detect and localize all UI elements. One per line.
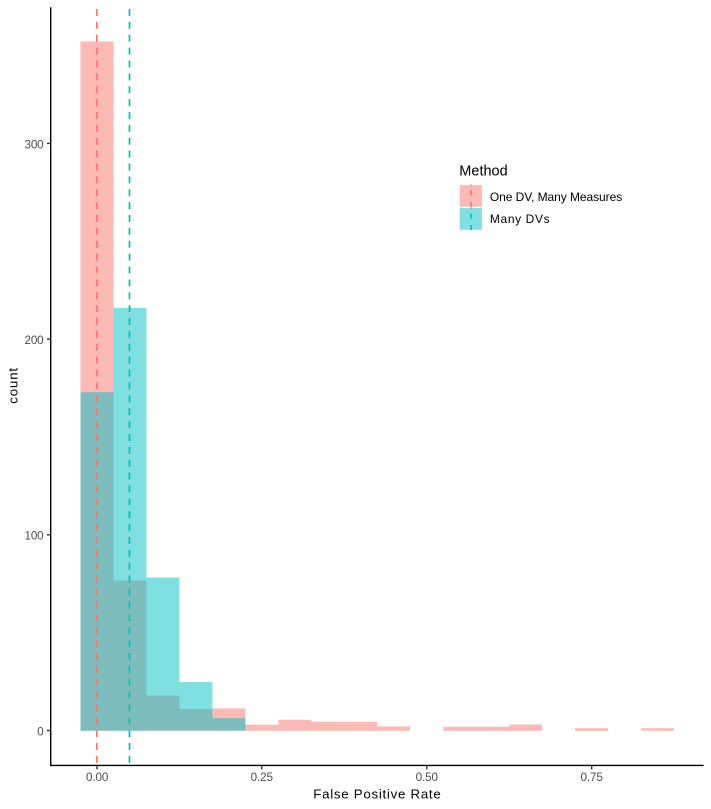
svg-text:300: 300 xyxy=(25,138,45,151)
svg-text:count: count xyxy=(6,368,21,404)
svg-text:One DV, Many Measures: One DV, Many Measures xyxy=(490,190,622,204)
svg-text:0.25: 0.25 xyxy=(251,771,274,784)
svg-text:Many DVs: Many DVs xyxy=(490,212,550,226)
svg-text:Method: Method xyxy=(459,164,507,180)
svg-text:0.75: 0.75 xyxy=(581,771,604,784)
svg-text:0.00: 0.00 xyxy=(86,771,109,784)
svg-text:0: 0 xyxy=(37,725,44,738)
svg-text:False Positive Rate: False Positive Rate xyxy=(313,787,441,802)
svg-text:200: 200 xyxy=(25,334,45,347)
svg-text:100: 100 xyxy=(25,530,45,543)
svg-text:0.50: 0.50 xyxy=(416,771,439,784)
